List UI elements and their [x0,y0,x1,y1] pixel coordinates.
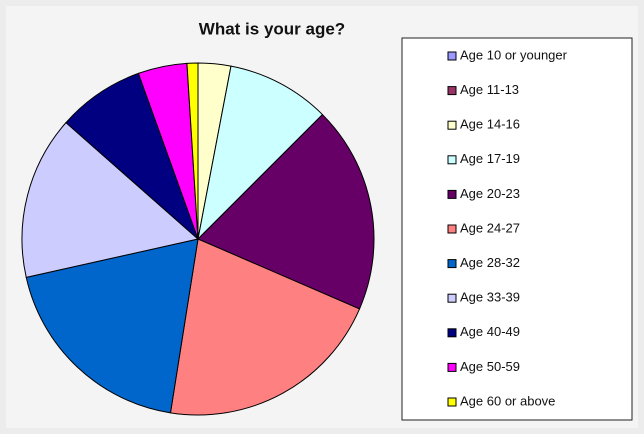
legend-label: Age 17-19 [460,151,520,166]
pie-slice [25,238,199,414]
pie-slice [21,121,200,278]
legend-label: Age 20-23 [460,186,520,201]
legend-swatch [447,189,457,199]
chart-title: What is your age? [199,19,345,38]
legend-swatch [447,362,457,372]
legend-label: Age 40-49 [460,324,520,339]
legend-swatch [447,120,457,130]
legend-label: Age 33-39 [460,290,520,305]
legend-box [401,37,633,421]
legend-swatch [447,259,457,269]
pie-slice [169,238,361,416]
legend-label: Age 28-32 [460,255,520,270]
legend-swatch [447,397,457,407]
legend-label: Age 24-27 [460,220,520,235]
legend-label: Age 60 or above [460,393,555,408]
legend-swatch [447,224,457,234]
legend-swatch [447,328,457,338]
pie-slice [197,113,375,310]
legend-swatch [447,293,457,303]
legend-label: Age 11-13 [460,82,519,97]
legend-swatch [447,155,457,165]
pie-slice [186,62,199,240]
legend-label: Age 50-59 [460,359,520,374]
legend-swatch [447,51,457,61]
pie-slice [197,65,324,241]
pie-slice [65,72,199,240]
legend-label: Age 14-16 [460,117,520,132]
legend-label: Age 10 or younger [460,47,568,62]
legend-swatch [447,86,457,96]
